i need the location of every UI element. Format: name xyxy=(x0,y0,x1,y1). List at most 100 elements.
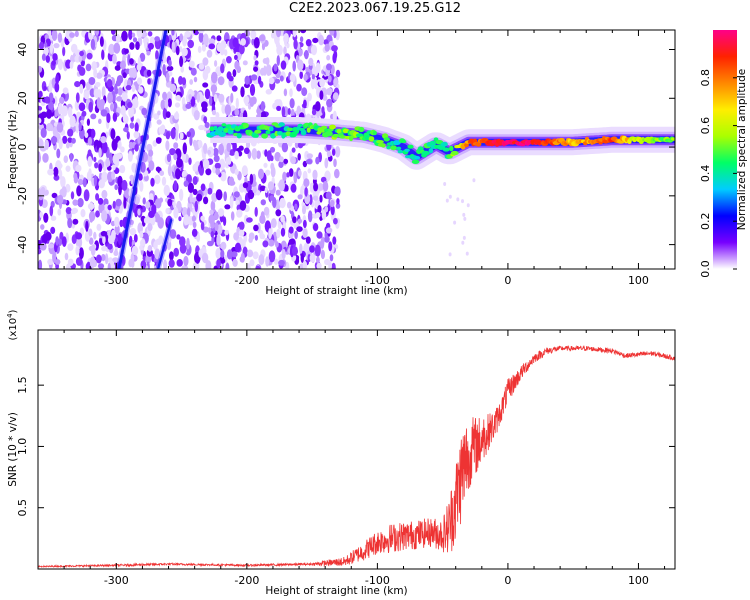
noise-speckle xyxy=(114,83,118,93)
noise-speckle xyxy=(183,180,189,187)
noise-speckle xyxy=(239,200,247,211)
noise-speckle xyxy=(305,236,311,244)
noise-speckle xyxy=(238,229,245,237)
noise-speckle xyxy=(239,256,245,263)
noise-speckle xyxy=(188,60,195,68)
trace-cell xyxy=(442,147,450,152)
noise-speckle xyxy=(66,142,70,149)
colorbar-tick-label: 0.0 xyxy=(699,260,712,278)
trace-cell xyxy=(386,145,391,150)
faint-speckle xyxy=(461,240,465,245)
noise-speckle xyxy=(124,48,129,54)
noise-speckle xyxy=(246,249,254,258)
noise-speckle xyxy=(264,149,268,157)
noise-speckle xyxy=(187,39,194,49)
noise-speckle xyxy=(317,183,324,191)
faint-speckle xyxy=(448,252,452,257)
noise-speckle xyxy=(275,209,282,217)
noise-speckle xyxy=(332,52,337,64)
noise-speckle xyxy=(276,105,282,111)
noise-speckle xyxy=(301,87,308,97)
noise-speckle xyxy=(309,245,315,253)
noise-speckle xyxy=(235,199,240,206)
noise-speckle xyxy=(305,159,313,165)
noise-speckle xyxy=(131,32,136,38)
noise-speckle xyxy=(96,72,103,79)
noise-speckle xyxy=(303,73,308,81)
noise-speckle xyxy=(270,218,277,229)
noise-speckle xyxy=(159,197,164,203)
noise-speckle xyxy=(229,197,234,209)
noise-speckle xyxy=(115,198,122,207)
y-tick-label: 20 xyxy=(16,91,29,105)
noise-speckle xyxy=(281,142,289,153)
noise-speckle xyxy=(54,109,58,118)
noise-speckle xyxy=(311,108,317,116)
noise-speckle xyxy=(234,108,240,117)
noise-speckle xyxy=(148,149,154,157)
noise-speckle xyxy=(230,211,235,221)
noise-speckle xyxy=(198,62,205,70)
noise-speckle xyxy=(267,181,274,191)
noise-speckle xyxy=(109,152,113,164)
noise-speckle xyxy=(115,79,121,87)
noise-speckle xyxy=(262,240,269,248)
noise-speckle xyxy=(167,198,173,207)
noise-speckle xyxy=(87,202,95,210)
noise-speckle xyxy=(86,52,93,60)
snr-frame xyxy=(37,329,676,570)
noise-speckle xyxy=(93,88,100,99)
noise-speckle xyxy=(218,143,224,156)
noise-speckle xyxy=(249,83,256,96)
noise-speckle xyxy=(179,132,184,140)
noise-speckle xyxy=(171,30,175,36)
noise-speckle xyxy=(304,49,309,60)
faint-speckle xyxy=(456,197,460,202)
noise-speckle xyxy=(258,254,265,266)
noise-speckle xyxy=(217,208,225,217)
noise-speckle xyxy=(204,122,210,129)
noise-speckle xyxy=(128,30,133,40)
noise-speckle xyxy=(120,60,126,70)
noise-speckle xyxy=(102,235,106,245)
noise-speckle xyxy=(206,49,213,58)
noise-speckle xyxy=(299,36,304,43)
noise-speckle xyxy=(324,206,329,213)
noise-speckle xyxy=(254,234,258,241)
noise-speckle xyxy=(297,218,302,224)
noise-speckle xyxy=(181,207,188,217)
noise-speckle xyxy=(104,253,109,265)
noise-speckle xyxy=(179,33,184,42)
noise-speckle xyxy=(254,60,259,66)
noise-speckle xyxy=(150,177,155,187)
noise-speckle xyxy=(126,131,130,140)
noise-speckle xyxy=(49,205,54,217)
noise-speckle xyxy=(107,235,115,245)
noise-speckle xyxy=(171,41,175,53)
noise-speckle xyxy=(67,128,74,137)
noise-speckle xyxy=(310,44,318,56)
noise-speckle xyxy=(335,202,341,209)
noise-speckle xyxy=(125,85,132,91)
noise-speckle xyxy=(134,144,139,152)
noise-speckle xyxy=(129,42,135,50)
noise-speckle xyxy=(278,160,284,169)
trace-cell xyxy=(368,136,375,142)
x-tick-label: 0 xyxy=(504,274,511,287)
trace-cell xyxy=(253,133,259,138)
faint-speckle xyxy=(466,203,470,208)
noise-speckle xyxy=(292,60,297,72)
noise-speckle xyxy=(140,260,147,269)
noise-speckle xyxy=(196,92,201,103)
noise-speckle xyxy=(181,265,189,269)
noise-speckle xyxy=(117,175,123,188)
noise-speckle xyxy=(174,102,181,108)
noise-speckle xyxy=(52,251,57,263)
noise-speckle xyxy=(307,210,313,223)
noise-speckle xyxy=(263,65,267,76)
noise-speckle xyxy=(84,132,89,139)
noise-speckle xyxy=(55,236,59,246)
noise-speckle xyxy=(111,30,116,35)
noise-speckle xyxy=(100,109,108,117)
y-axis-label: SNR (10 * v/v) xyxy=(7,412,19,487)
